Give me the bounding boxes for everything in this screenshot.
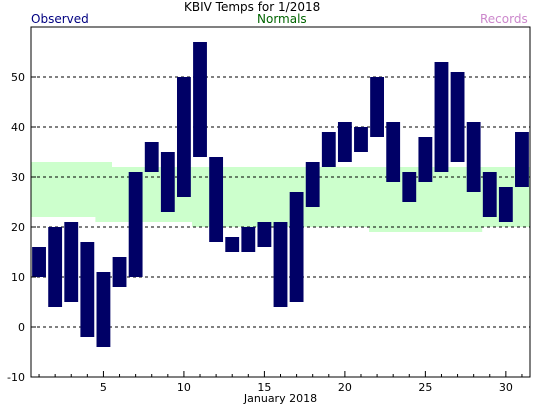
normals-band-segment	[433, 167, 451, 232]
observed-bar	[160, 152, 175, 212]
observed-bar	[128, 172, 143, 277]
x-tick-label: 5	[100, 381, 107, 394]
y-tick-label: 20	[11, 221, 25, 234]
observed-bar	[80, 242, 95, 337]
normals-band-segment	[224, 167, 241, 227]
observed-bars-layer	[32, 42, 529, 347]
tick-labels: 5 10 15 20 25 30 -10 0 10 20 30 40 50	[7, 71, 513, 394]
observed-bar	[209, 157, 224, 242]
x-tick-label: 20	[338, 381, 352, 394]
observed-bar	[305, 162, 320, 207]
observed-bar	[257, 222, 272, 247]
observed-bar	[515, 132, 529, 187]
normals-band-layer	[31, 162, 531, 232]
observed-bar	[32, 247, 46, 277]
x-tick-label: 25	[418, 381, 432, 394]
tick-marks	[31, 76, 523, 378]
y-tick-label: 50	[11, 71, 25, 84]
normals-band-segment	[385, 167, 402, 232]
observed-bar	[386, 122, 401, 182]
observed-bar	[402, 172, 417, 202]
observed-bar	[370, 77, 385, 137]
x-tick-label: 10	[177, 381, 191, 394]
normals-band-segment	[417, 167, 434, 232]
normals-band-segment	[79, 162, 96, 217]
observed-bar	[289, 192, 304, 302]
y-tick-label: 30	[11, 171, 25, 184]
observed-bar	[96, 272, 111, 347]
observed-bar	[241, 227, 256, 252]
normals-band-segment	[240, 167, 257, 227]
y-tick-label: 10	[11, 271, 25, 284]
observed-bar	[193, 42, 207, 157]
observed-bar	[337, 122, 352, 162]
observed-bar	[144, 142, 159, 172]
x-axis-title: January 2018	[243, 392, 317, 405]
observed-bar	[498, 187, 513, 222]
normals-band-segment	[336, 167, 354, 227]
normals-band-segment	[191, 167, 209, 227]
observed-bar	[176, 77, 191, 197]
normals-band-segment	[47, 162, 64, 217]
observed-bar	[64, 222, 79, 302]
observed-bar	[48, 227, 63, 307]
y-tick-label: -10	[7, 371, 25, 384]
normals-band-segment	[63, 162, 80, 217]
chart-title: KBIV Temps for 1/2018	[184, 0, 321, 14]
normals-band-segment	[31, 162, 48, 217]
observed-bar	[450, 72, 465, 162]
legend-records: Records	[480, 12, 528, 26]
normals-band-segment	[449, 167, 467, 232]
observed-bar	[482, 172, 497, 217]
normals-band-segment	[143, 167, 161, 222]
observed-bar	[434, 62, 449, 172]
x-tick-label: 15	[257, 381, 271, 394]
normals-band-segment	[352, 167, 370, 227]
observed-bar	[225, 237, 240, 252]
y-tick-label: 0	[18, 321, 25, 334]
observed-bar	[354, 127, 368, 152]
y-tick-label: 40	[11, 121, 25, 134]
legend-observed: Observed	[31, 12, 89, 26]
legend-normals: Normals	[257, 12, 307, 26]
normals-band-segment	[95, 162, 112, 222]
observed-bar	[321, 132, 336, 167]
observed-bar	[112, 257, 127, 287]
observed-bar	[466, 122, 481, 192]
normals-band-segment	[256, 167, 273, 227]
normals-band-segment	[320, 167, 338, 227]
normals-band-segment	[111, 167, 129, 222]
normals-band-segment	[272, 167, 290, 227]
observed-bar	[273, 222, 288, 307]
observed-bar	[418, 137, 433, 182]
x-tick-label: 30	[499, 381, 513, 394]
normals-band-segment	[369, 167, 386, 232]
